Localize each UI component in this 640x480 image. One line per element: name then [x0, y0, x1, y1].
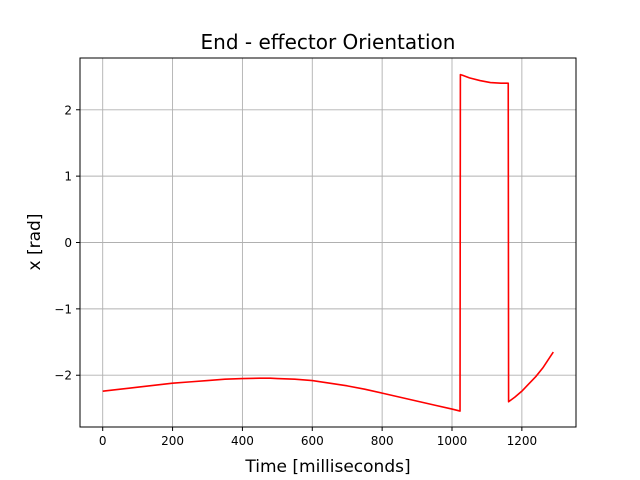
y-tick-label: 2: [64, 103, 72, 117]
y-axis-label: x [rad]: [25, 214, 45, 271]
x-tick-label: 0: [99, 434, 107, 448]
x-tick-label: 400: [231, 434, 254, 448]
grid-layer: [80, 58, 576, 427]
y-tick-label: 1: [64, 170, 72, 184]
chart-title: End - effector Orientation: [201, 30, 456, 54]
x-tick-label: 800: [371, 434, 394, 448]
x-axis-label: Time [milliseconds]: [244, 457, 410, 477]
series-line-0: [102, 73, 554, 412]
x-tick-label: 1200: [507, 434, 538, 448]
x-tick-label: 1000: [437, 434, 468, 448]
y-tick-label: −1: [54, 302, 72, 316]
x-tick-label: 600: [301, 434, 324, 448]
series-layer: [102, 73, 554, 412]
x-tick-label: 200: [161, 434, 184, 448]
tick-layer: 0 200 400 600 800 1000 1200 −2 −1 0 1 2: [54, 103, 537, 448]
y-tick-label: 0: [64, 236, 72, 250]
y-tick-label: −2: [54, 369, 72, 383]
